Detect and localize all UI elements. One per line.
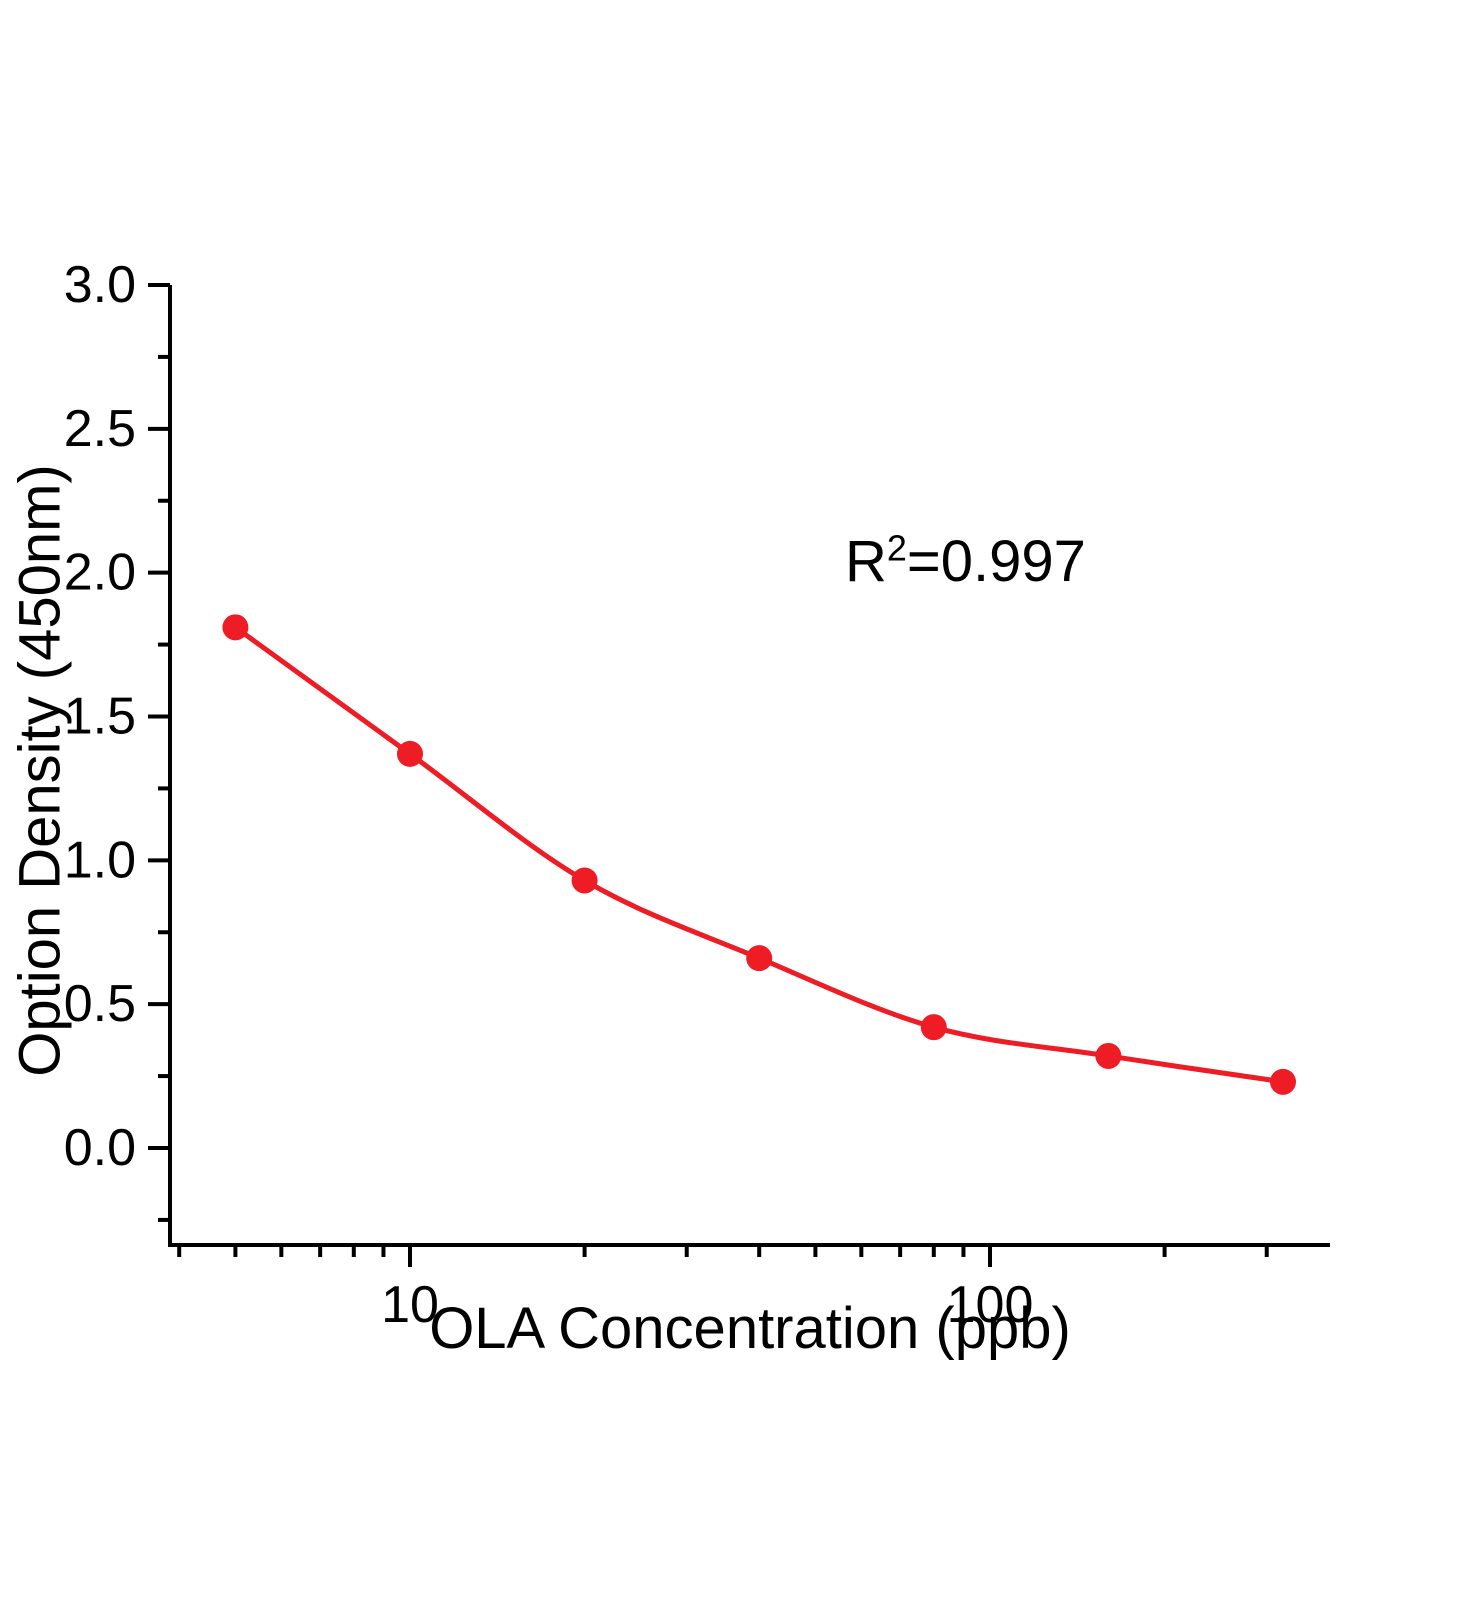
y-tick-label: 1.0 — [64, 831, 136, 889]
y-tick-label: 0.5 — [64, 975, 136, 1033]
x-axis-label: OLA Concentration (ppb) — [429, 1296, 1071, 1361]
fit-curve — [233, 625, 1284, 1085]
r-squared-base: R — [845, 529, 887, 594]
x-tick-label: 100 — [947, 1276, 1034, 1334]
y-tick-label: 1.5 — [64, 687, 136, 745]
data-point — [1095, 1042, 1122, 1069]
x-tick-label: 10 — [381, 1276, 439, 1334]
data-point — [920, 1014, 947, 1041]
r-squared-value: =0.997 — [906, 529, 1086, 594]
y-axis-label: Option Density (450nm) — [7, 464, 73, 1077]
data-point — [571, 867, 598, 894]
y-tick-label: 2.5 — [64, 400, 136, 458]
r-squared-annotation: R2=0.997 — [845, 528, 1086, 595]
data-point — [222, 614, 249, 641]
data-point — [746, 945, 773, 972]
y-tick-label: 2.0 — [64, 544, 136, 602]
data-point — [1269, 1068, 1296, 1095]
r-squared-exponent: 2 — [886, 527, 907, 569]
data-point — [397, 740, 423, 767]
y-tick-label: 3.0 — [64, 256, 136, 314]
y-tick-label: 0.0 — [64, 1119, 136, 1177]
